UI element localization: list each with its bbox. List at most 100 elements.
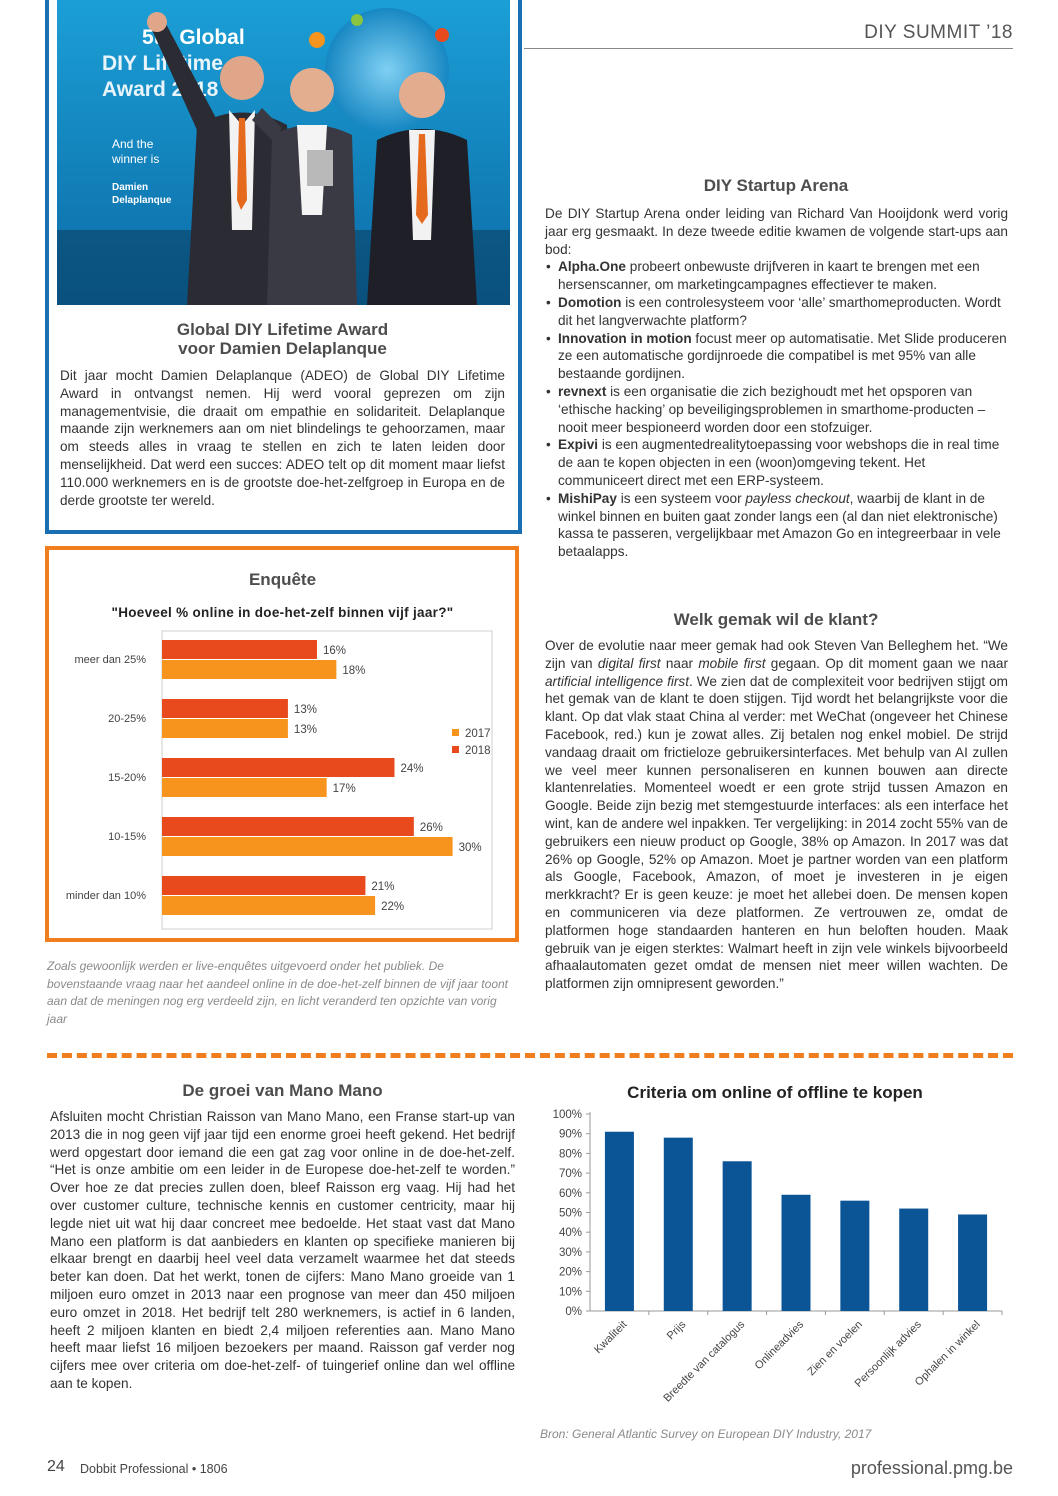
- bar-2018: [162, 837, 453, 856]
- y-tick-label: 80%: [559, 1148, 582, 1160]
- y-tick-label: 40%: [559, 1227, 582, 1239]
- data-label-2017: 16%: [323, 645, 346, 657]
- x-tick-label: Onlineadvies: [753, 1318, 807, 1372]
- y-tick-label: 90%: [559, 1129, 582, 1141]
- bar: [899, 1208, 929, 1311]
- y-tick-label: 100%: [553, 1109, 582, 1121]
- x-tick-label: Kwaliteit: [592, 1319, 629, 1356]
- criteria-source: Bron: General Atlantic Survey on Europea…: [540, 1427, 872, 1441]
- bar: [958, 1214, 988, 1311]
- footer-publication: Dobbit Professional • 1806: [80, 1462, 228, 1476]
- award-heading: Global DIY Lifetime Award voor Damien De…: [60, 320, 505, 358]
- startup-item-alpha-one: Alpha.One probeert onbewuste drijfveren …: [545, 258, 1008, 294]
- startup-item-name: MishiPay: [558, 490, 617, 506]
- y-tick-label: 20%: [559, 1267, 582, 1279]
- legend-label-2017: 2017: [465, 728, 491, 740]
- klant-body: Over de evolutie naar meer gemak had ook…: [545, 637, 1008, 993]
- bar: [840, 1200, 870, 1311]
- mano-heading: De groei van Mano Mano: [182, 1081, 383, 1100]
- bar-2017: [162, 699, 288, 718]
- page-number: 24: [47, 1458, 65, 1475]
- survey-chart: meer dan 25% 16% 18% 20-25% 13% 13% 15-20% 24% 1…: [66, 630, 493, 930]
- survey-title: Enquête: [248, 570, 317, 589]
- startup-item-mishipay: MishiPay is een systeem voor payless che…: [545, 490, 1008, 561]
- startup-item-name: Expivi: [558, 437, 599, 453]
- klant-text-2: naar: [660, 655, 699, 671]
- data-label-2017: 26%: [420, 822, 443, 834]
- startup-item-text: is een controlesysteem voor ‘alle’ smart…: [558, 294, 1001, 328]
- data-label-2018: 17%: [333, 783, 356, 795]
- bar-2018: [162, 719, 288, 738]
- x-tick-label: Prijs: [665, 1318, 689, 1342]
- category-label: 20-25%: [108, 713, 146, 725]
- startup-intro: De DIY Startup Arena onder leiding van R…: [545, 206, 1008, 257]
- y-tick-label: 10%: [559, 1286, 582, 1298]
- banner-line-2: DIY Lifetime: [102, 52, 223, 75]
- running-header: DIY SUMMIT ’18: [864, 22, 1013, 43]
- person-middle: [252, 68, 357, 305]
- startup-item-name: Alpha.One: [558, 259, 626, 275]
- data-label-2018: 13%: [294, 724, 317, 736]
- startup-item-text: probeert onbewuste drijfveren in kaart t…: [558, 259, 980, 293]
- banner-sub-2: winner is: [111, 152, 159, 166]
- x-tick-label: Zien en voelen: [805, 1319, 865, 1379]
- bar-2017: [162, 817, 414, 836]
- startup-item-name: Innovation in motion: [558, 330, 692, 346]
- bar: [663, 1137, 693, 1311]
- award-photo-illustration: 5th Global DIY Lifetime Award 2018 And t…: [57, 0, 510, 305]
- data-label-2018: 18%: [342, 665, 365, 677]
- survey-caption: Zoals gewoonlijk werden er live-enquêtes…: [47, 959, 508, 1026]
- y-tick-label: 60%: [559, 1188, 582, 1200]
- dashed-divider: [47, 1053, 1013, 1058]
- person-right: [367, 72, 477, 305]
- startup-item-text: is een organisatie die zich bezighoudt m…: [558, 383, 986, 435]
- startup-item-text-after: , waarbij de klant in de winkel binnen e…: [558, 490, 1001, 560]
- category-label: 15-20%: [108, 772, 146, 784]
- award-heading-line-2: voor Damien Delaplanque: [178, 339, 387, 358]
- banner-name-1: Damien: [112, 182, 148, 193]
- klant-em-1: digital first: [597, 655, 661, 671]
- data-label-2018: 30%: [459, 842, 482, 854]
- survey-chart-title: "Hoeveel % online in doe-het-zelf binnen…: [111, 605, 454, 620]
- startup-item-expivi: Expivi is een augmentedrealitytoepassing…: [545, 436, 1008, 489]
- y-tick-label: 70%: [559, 1168, 582, 1180]
- category-label: 10-15%: [108, 831, 146, 843]
- legend-label-2018: 2018: [465, 745, 491, 757]
- startup-heading: DIY Startup Arena: [703, 176, 849, 195]
- category-label: meer dan 25%: [74, 654, 146, 666]
- award-heading-line-1: Global DIY Lifetime Award: [176, 320, 389, 339]
- legend-swatch-2017: [452, 729, 459, 736]
- award-box: [45, 0, 522, 534]
- startup-body: De DIY Startup Arena onder leiding van R…: [545, 205, 1008, 561]
- startup-item-text-em: payless checkout: [745, 490, 850, 506]
- klant-text-4: . We zien dat de complexiteit voor bedri…: [545, 673, 1008, 992]
- category-label: minder dan 10%: [66, 890, 146, 902]
- footer-url: professional.pmg.be: [850, 1458, 1013, 1478]
- klant-heading: Welk gemak wil de klant?: [673, 610, 879, 629]
- klant-text-3: gegaan. Op dit moment gaan we naar: [765, 655, 1008, 671]
- y-tick-label: 50%: [559, 1208, 582, 1220]
- data-label-2018: 22%: [381, 901, 404, 913]
- startup-item-domotion: Domotion is een controlesysteem voor ‘al…: [545, 294, 1008, 330]
- bar-2018: [162, 896, 376, 915]
- bar-2017: [162, 758, 395, 777]
- data-label-2017: 21%: [371, 881, 394, 893]
- data-label-2017: 24%: [400, 763, 423, 775]
- startup-item-text-before: is een systeem voor: [616, 490, 746, 506]
- y-tick-label: 0%: [565, 1306, 582, 1318]
- survey-box: [45, 546, 519, 942]
- bar-2018: [162, 660, 337, 679]
- startup-item-innovation-in-motion: Innovation in motion focust meer op auto…: [545, 330, 1008, 383]
- legend-swatch-2018: [452, 746, 459, 753]
- x-tick-label: Ophalen in winkel: [913, 1319, 983, 1389]
- klant-em-3: artificial intelligence first: [545, 673, 689, 689]
- klant-text-1: Over de evolutie naar meer gemak had ook…: [545, 638, 1008, 671]
- bar: [604, 1131, 634, 1311]
- header-rule: [524, 48, 1013, 49]
- bar-2017: [162, 640, 317, 659]
- startup-item-revnext: revnext is een organisatie die zich bezi…: [545, 383, 1008, 436]
- startup-item-name: Domotion: [558, 294, 622, 310]
- award-body: Dit jaar mocht Damien Delaplanque (ADEO)…: [60, 368, 505, 508]
- startup-item-text: is een augmentedrealitytoepassing voor w…: [558, 437, 1000, 488]
- data-label-2017: 13%: [294, 704, 317, 716]
